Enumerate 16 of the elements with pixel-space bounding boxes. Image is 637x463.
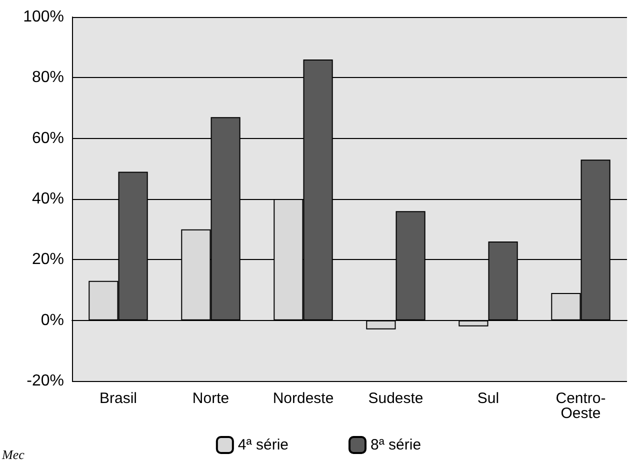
y-tick-label: 40% [32,190,64,208]
x-tick-label: Nordeste [272,390,334,407]
x-tick-label: Centro-Oeste [556,390,606,422]
legend-label: 8ª série [370,436,422,454]
x-tick-label: Sul [477,390,500,407]
text: Mec [1,447,25,462]
x-tick-label: Sudeste [368,390,424,407]
y-tick-label: 100% [23,8,64,26]
y-tick-label: -20% [26,372,64,390]
y-tick-label: 80% [32,69,64,86]
y-tick-label: 60% [32,130,64,147]
y-tick-label: 0% [40,312,64,329]
legend-label: 4ª série [238,436,289,454]
x-tick-label: Brasil [99,390,138,407]
x-tick-label: Norte [192,390,230,407]
y-tick-label: 20% [32,251,64,268]
